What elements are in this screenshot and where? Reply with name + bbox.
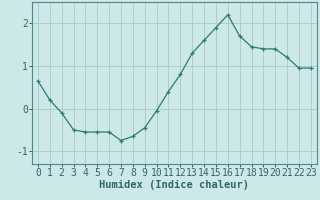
X-axis label: Humidex (Indice chaleur): Humidex (Indice chaleur) [100,180,249,190]
